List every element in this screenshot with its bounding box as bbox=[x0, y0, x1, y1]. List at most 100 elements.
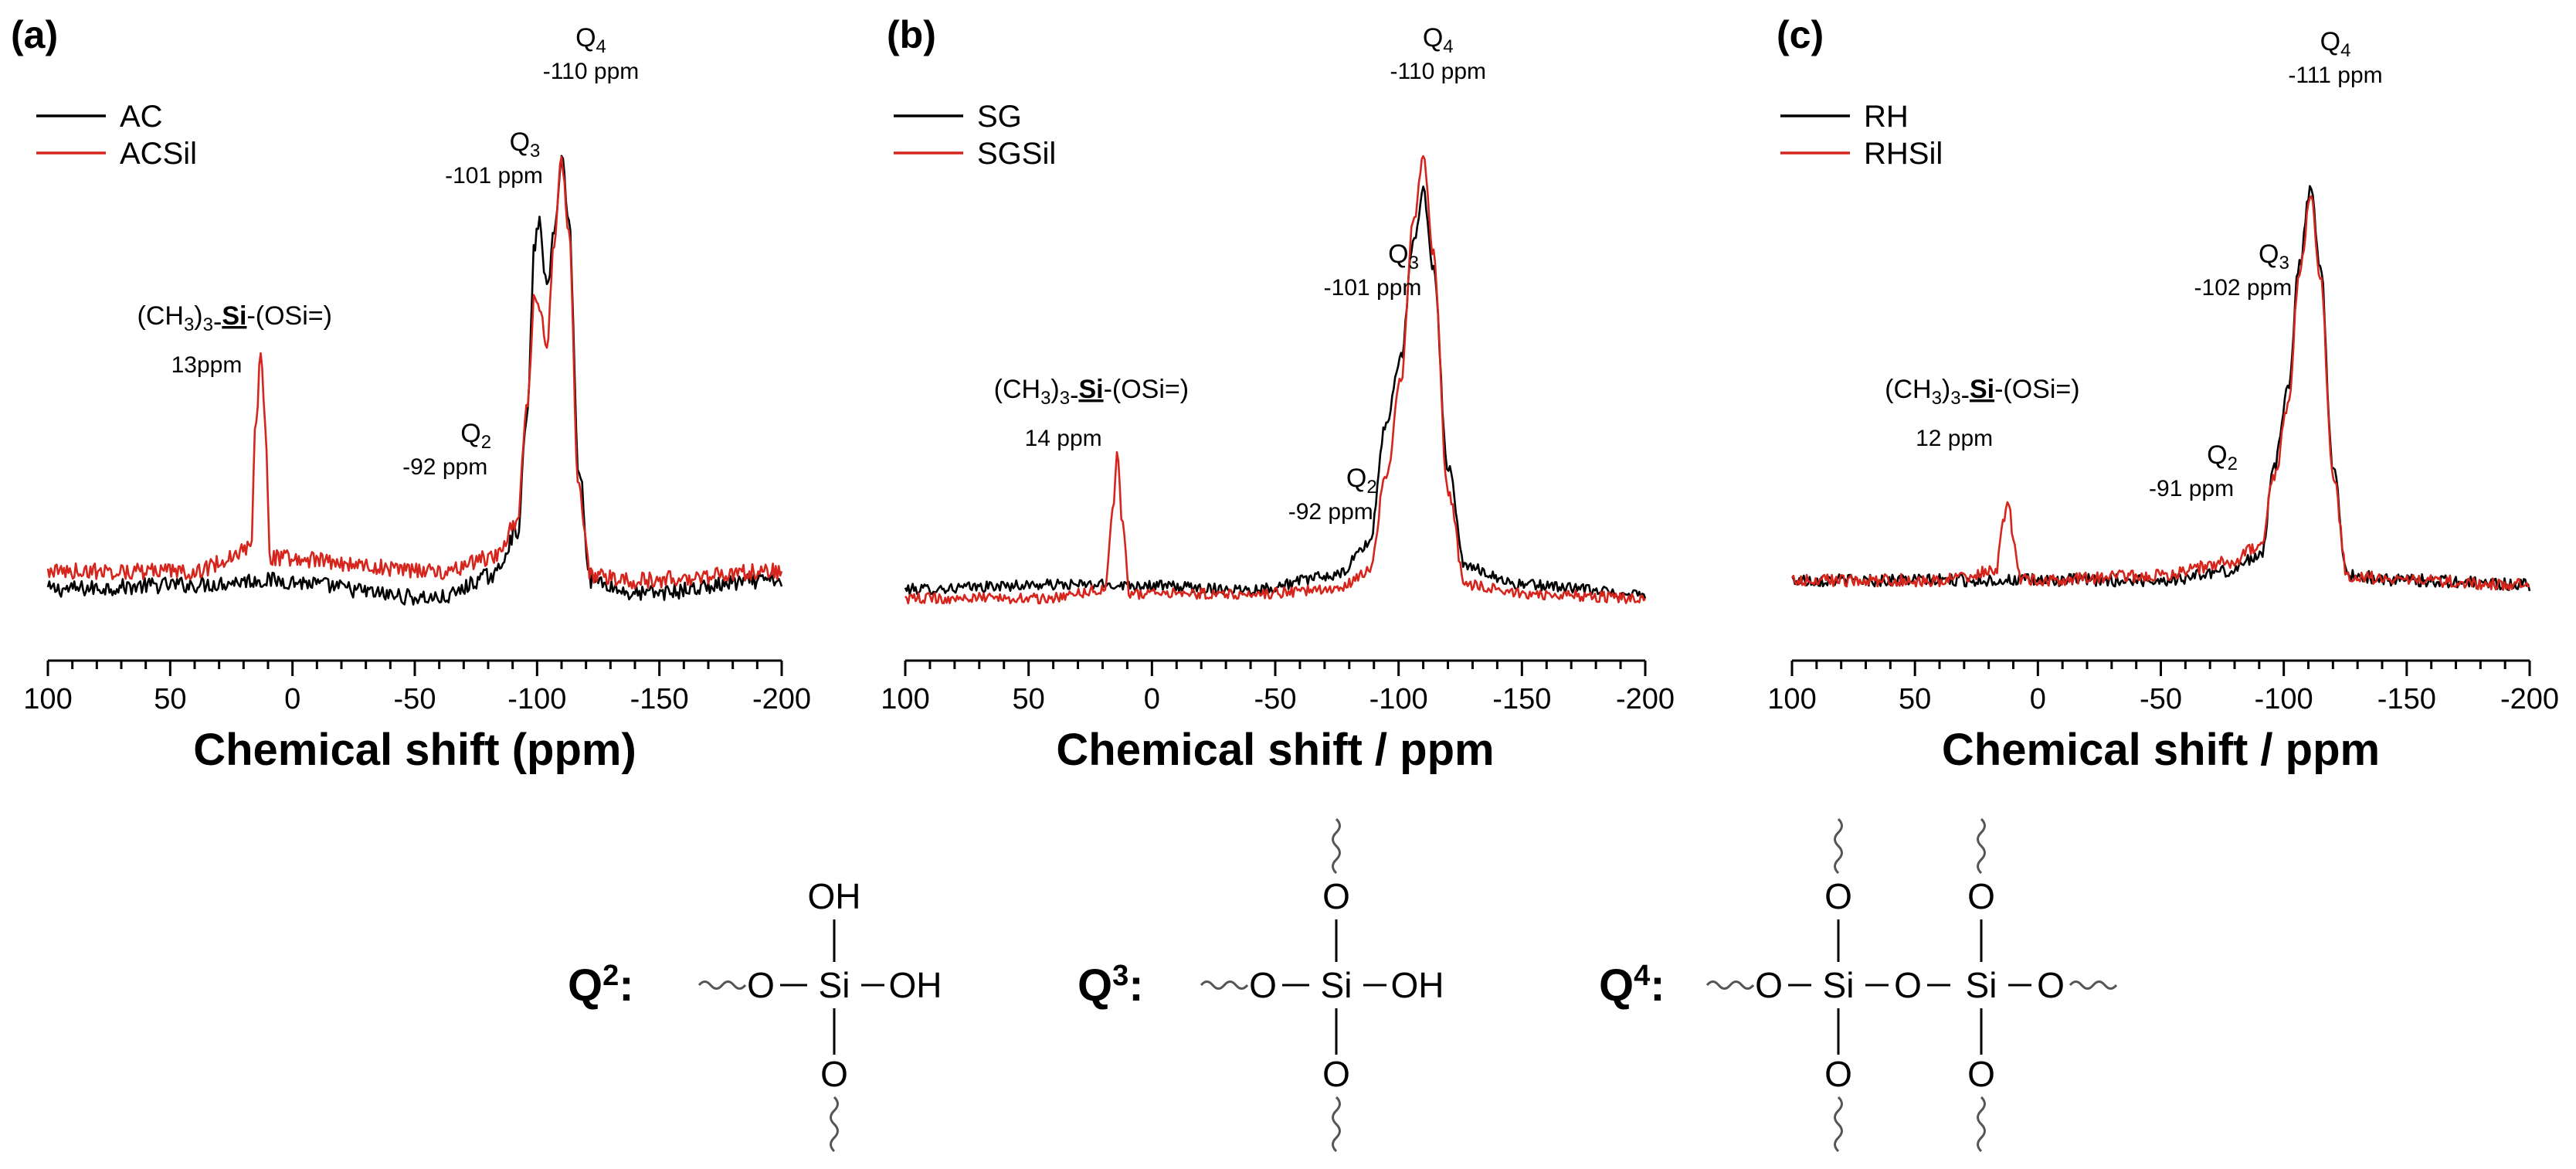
peak-annotation: (CH3)3-Si-(OSi=) 14 ppm bbox=[994, 375, 1189, 451]
x-axis-title: Chemical shift (ppm) bbox=[193, 725, 636, 775]
chain-continuation-squiggle bbox=[830, 1096, 839, 1153]
legend-label: ACSil bbox=[120, 137, 197, 171]
annotation-value: 12 ppm bbox=[1916, 426, 1993, 451]
series-line-ac bbox=[46, 155, 783, 606]
structure-label: Q2: bbox=[568, 960, 634, 1011]
oxygen-atom: O bbox=[1755, 965, 1783, 1005]
annotation-value: -91 ppm bbox=[2149, 476, 2234, 501]
annotation-label: Q2 bbox=[460, 419, 491, 453]
peak-annotation: Q3-101 ppm bbox=[445, 127, 543, 189]
peak-annotation: Q2-91 ppm bbox=[2149, 440, 2238, 501]
legend-label: RH bbox=[1864, 100, 1909, 134]
oxygen-atom: O bbox=[1249, 965, 1277, 1005]
hydroxyl-group: OH bbox=[808, 876, 861, 916]
annotation-label: (CH3)3-Si-(OSi=) bbox=[1885, 375, 2079, 410]
chart-panel-a: (a) 100 50 0 -50 -100 -150 -200 Chemical shift (… bbox=[11, 13, 811, 775]
x-tick-label: -200 bbox=[752, 683, 811, 715]
oxygen-atom: O bbox=[1967, 876, 1995, 916]
annotation-value: -110 ppm bbox=[543, 59, 640, 84]
legend-label: SG bbox=[977, 100, 1022, 134]
silicon-atom: Si bbox=[1966, 965, 1997, 1005]
annotation-label: Q3 bbox=[510, 127, 541, 161]
q2-structure: Q2: O Si OH OH O bbox=[568, 876, 942, 1153]
peak-annotation: (CH3)3-Si-(OSi=) 13ppm bbox=[137, 301, 332, 378]
legend-label: SGSil bbox=[977, 137, 1056, 171]
annotation-label: Q2 bbox=[2207, 440, 2238, 474]
hydroxyl-group: OH bbox=[889, 965, 942, 1005]
chart-panel-b: (b) 100 50 0 -50 -100 -150 -200 Chemical shift /… bbox=[881, 13, 1675, 775]
silicon-atom: Si bbox=[1321, 965, 1352, 1005]
annotation-value: -92 ppm bbox=[402, 454, 487, 480]
x-tick-label: 50 bbox=[154, 683, 186, 715]
x-tick-label: -200 bbox=[2500, 683, 2559, 715]
annotation-label: Q4 bbox=[2320, 27, 2351, 61]
annotation-value: -101 ppm bbox=[1324, 275, 1422, 301]
x-tick-label: -150 bbox=[630, 683, 689, 715]
x-tick-label: 50 bbox=[1013, 683, 1045, 715]
x-tick-label: -50 bbox=[1254, 683, 1297, 715]
annotation-label: (CH3)3-Si-(OSi=) bbox=[994, 375, 1189, 410]
chain-continuation-squiggle bbox=[2069, 980, 2118, 990]
chain-continuation-squiggle bbox=[1705, 980, 1755, 990]
oxygen-atom: O bbox=[1967, 1054, 1995, 1094]
series-line-sgsil bbox=[904, 155, 1646, 605]
x-axis-title: Chemical shift / ppm bbox=[1056, 725, 1494, 775]
peak-annotation: Q2-92 ppm bbox=[1288, 464, 1377, 525]
annotation-label: Q4 bbox=[575, 23, 606, 57]
chain-continuation-squiggle bbox=[1977, 1096, 1986, 1153]
hydroxyl-group: OH bbox=[1391, 965, 1444, 1005]
oxygen-atom: O bbox=[1894, 965, 1922, 1005]
x-tick-label: 100 bbox=[881, 683, 929, 715]
x-axis-title: Chemical shift / ppm bbox=[1942, 725, 2380, 775]
annotation-value: -92 ppm bbox=[1288, 499, 1373, 525]
x-tick-label: -100 bbox=[1369, 683, 1428, 715]
chain-continuation-squiggle bbox=[1200, 980, 1249, 990]
annotation-value: -102 ppm bbox=[2194, 275, 2293, 301]
annotation-label: Q3 bbox=[2259, 240, 2289, 274]
peak-annotation: Q4-110 ppm bbox=[1390, 23, 1487, 84]
annotation-label: Q4 bbox=[1423, 23, 1454, 57]
chain-continuation-squiggle bbox=[1834, 1096, 1843, 1153]
x-tick-label: 50 bbox=[1899, 683, 1931, 715]
x-tick-label: -200 bbox=[1616, 683, 1675, 715]
structure-label: Q4: bbox=[1599, 960, 1665, 1011]
annotation-label: Q3 bbox=[1388, 240, 1419, 274]
oxygen-atom: O bbox=[1824, 1054, 1852, 1094]
series-line-acsil bbox=[46, 155, 783, 590]
chain-continuation-squiggle bbox=[1977, 817, 1986, 875]
annotation-value: -101 ppm bbox=[445, 163, 543, 189]
annotation-value: -110 ppm bbox=[1390, 59, 1487, 84]
annotation-value: 14 ppm bbox=[1025, 426, 1102, 451]
legend-label: RHSil bbox=[1864, 137, 1943, 171]
q3-structure: Q3: O Si OH O O bbox=[1078, 817, 1444, 1153]
silicon-atom: Si bbox=[1823, 965, 1855, 1005]
annotation-label: Q2 bbox=[1346, 464, 1377, 498]
chain-continuation-squiggle bbox=[1332, 817, 1341, 875]
peak-annotation: Q3-102 ppm bbox=[2194, 240, 2293, 301]
oxygen-atom: O bbox=[1824, 876, 1852, 916]
silicon-structures: Q2: O Si OH OH O Q3: O Si OH O O Q4: O Si O Si O O O O O bbox=[568, 817, 2118, 1153]
x-tick-label: 100 bbox=[1767, 683, 1816, 715]
series-line-rhsil bbox=[1790, 195, 2530, 591]
x-tick-label: 100 bbox=[23, 683, 72, 715]
legend-label: AC bbox=[120, 100, 163, 134]
annotation-value: -111 ppm bbox=[2288, 63, 2382, 88]
chain-continuation-squiggle bbox=[1332, 1096, 1341, 1153]
x-tick-label: -50 bbox=[2140, 683, 2182, 715]
q4-structure: Q4: O Si O Si O O O O O bbox=[1599, 817, 2118, 1153]
x-tick-label: -150 bbox=[1492, 683, 1551, 715]
peak-annotation: Q3-101 ppm bbox=[1324, 240, 1422, 301]
silicon-atom: Si bbox=[819, 965, 850, 1005]
oxygen-atom: O bbox=[1322, 1054, 1350, 1094]
x-tick-label: -100 bbox=[507, 683, 566, 715]
series-line-sg bbox=[904, 185, 1647, 600]
chain-continuation-squiggle bbox=[1834, 817, 1843, 875]
oxygen-atom: O bbox=[820, 1054, 848, 1094]
oxygen-atom: O bbox=[747, 965, 775, 1005]
oxygen-atom: O bbox=[1322, 876, 1350, 916]
annotation-label: (CH3)3-Si-(OSi=) bbox=[137, 301, 332, 337]
structure-label: Q3: bbox=[1078, 960, 1144, 1011]
peak-annotation: (CH3)3-Si-(OSi=) 12 ppm bbox=[1885, 375, 2079, 451]
oxygen-atom: O bbox=[2037, 965, 2065, 1005]
